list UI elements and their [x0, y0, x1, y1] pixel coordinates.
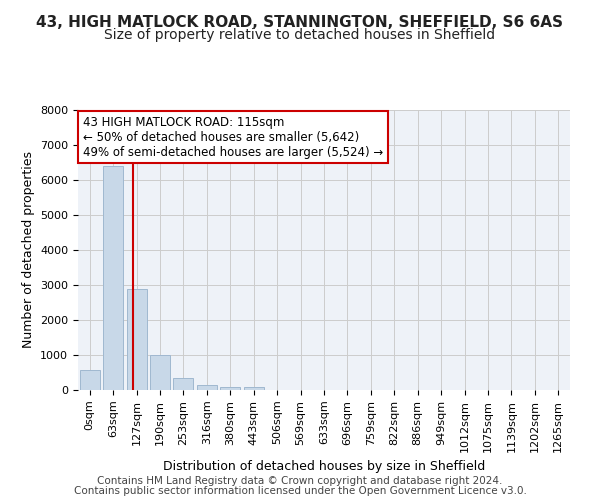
Bar — [244, 388, 263, 390]
Text: Contains HM Land Registry data © Crown copyright and database right 2024.: Contains HM Land Registry data © Crown c… — [97, 476, 503, 486]
Bar — [197, 384, 217, 390]
Bar — [103, 166, 123, 390]
Y-axis label: Number of detached properties: Number of detached properties — [22, 152, 35, 348]
Bar — [127, 288, 146, 390]
X-axis label: Distribution of detached houses by size in Sheffield: Distribution of detached houses by size … — [163, 460, 485, 473]
Bar — [80, 370, 100, 390]
Text: Contains public sector information licensed under the Open Government Licence v3: Contains public sector information licen… — [74, 486, 526, 496]
Text: 43 HIGH MATLOCK ROAD: 115sqm
← 50% of detached houses are smaller (5,642)
49% of: 43 HIGH MATLOCK ROAD: 115sqm ← 50% of de… — [83, 116, 383, 158]
Bar — [220, 387, 240, 390]
Text: Size of property relative to detached houses in Sheffield: Size of property relative to detached ho… — [104, 28, 496, 42]
Bar — [173, 378, 193, 390]
Text: 43, HIGH MATLOCK ROAD, STANNINGTON, SHEFFIELD, S6 6AS: 43, HIGH MATLOCK ROAD, STANNINGTON, SHEF… — [37, 15, 563, 30]
Bar — [150, 356, 170, 390]
